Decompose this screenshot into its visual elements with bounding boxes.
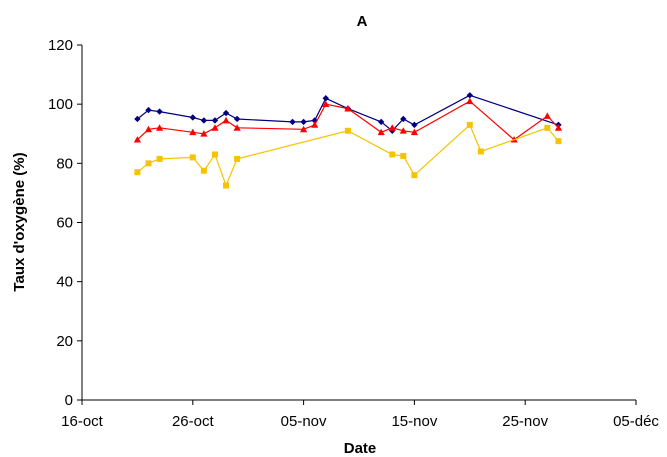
- y-tick-label: 40: [56, 274, 73, 291]
- data-point: [410, 128, 418, 136]
- x-tick-label: 25-nov: [502, 413, 548, 430]
- data-point: [134, 169, 141, 176]
- data-point: [322, 95, 329, 102]
- y-tick-label: 120: [48, 37, 73, 54]
- data-point: [200, 117, 208, 124]
- data-point: [145, 106, 152, 114]
- data-point: [400, 115, 407, 123]
- x-tick-label: 26-oct: [172, 413, 215, 430]
- data-point: [377, 118, 385, 126]
- chart-title: A: [357, 13, 368, 30]
- x-tick-label: 15-nov: [391, 413, 437, 430]
- data-point: [200, 130, 208, 137]
- data-point: [134, 115, 141, 123]
- data-point: [233, 115, 241, 123]
- series-line: [137, 123, 559, 188]
- data-point: [377, 128, 385, 136]
- data-point: [389, 151, 396, 158]
- y-tick-label: 80: [56, 155, 73, 172]
- y-tick-label: 20: [56, 333, 73, 350]
- y-tick-label: 60: [56, 215, 73, 232]
- data-point: [411, 121, 418, 129]
- data-point: [222, 109, 230, 117]
- data-point: [400, 152, 407, 159]
- data-point: [466, 97, 474, 105]
- y-tick-label: 0: [65, 392, 73, 409]
- series-3: [134, 121, 562, 189]
- data-point: [289, 118, 296, 126]
- series-layer: [133, 92, 563, 189]
- data-point: [156, 108, 163, 115]
- data-point: [200, 167, 207, 174]
- y-axis-title: Taux d'oxygène (%): [11, 152, 28, 291]
- data-point: [322, 100, 330, 108]
- data-point: [544, 124, 551, 131]
- data-point: [189, 114, 196, 121]
- data-point: [189, 128, 197, 136]
- series-1: [134, 92, 562, 134]
- data-point: [155, 124, 164, 131]
- x-axis-title: Date: [344, 440, 377, 457]
- data-point: [399, 127, 407, 134]
- series-2: [133, 97, 563, 143]
- x-tick-label: 05-déc: [613, 413, 659, 430]
- data-point: [411, 172, 418, 179]
- data-point: [233, 124, 241, 131]
- data-point: [466, 121, 473, 128]
- data-point: [133, 136, 141, 143]
- series-line: [137, 94, 559, 132]
- data-point: [189, 154, 196, 161]
- data-point: [543, 112, 551, 119]
- data-point: [477, 148, 484, 155]
- axes: 0 20 40 60 80 100 120 16-oct 26-oct 05-nov 15-nov 2…: [48, 37, 659, 430]
- data-point: [234, 155, 241, 162]
- data-point: [300, 125, 308, 133]
- data-point: [211, 151, 218, 158]
- data-point: [211, 117, 219, 124]
- data-point: [223, 182, 230, 189]
- x-tick-label: 05-nov: [281, 413, 327, 430]
- y-tick-label: 100: [48, 96, 73, 113]
- data-point: [554, 124, 563, 131]
- data-point: [300, 118, 307, 126]
- x-tick-label: 16-oct: [61, 413, 104, 430]
- data-point: [211, 124, 219, 131]
- data-point: [145, 160, 152, 167]
- data-point: [344, 105, 352, 112]
- data-point: [222, 116, 230, 124]
- data-point: [388, 124, 396, 131]
- data-point: [344, 127, 351, 134]
- data-point: [156, 155, 163, 162]
- data-point: [555, 138, 562, 145]
- data-point: [144, 125, 153, 133]
- data-point: [466, 92, 473, 99]
- data-point: [311, 121, 319, 128]
